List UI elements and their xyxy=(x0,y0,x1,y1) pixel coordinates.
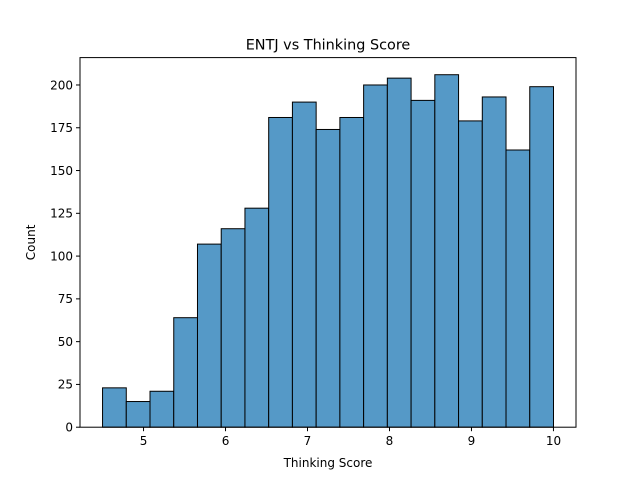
x-tick-label: 10 xyxy=(546,434,561,448)
histogram-bar xyxy=(481,96,507,428)
x-axis-label: Thinking Score xyxy=(283,456,373,470)
plot-frame xyxy=(79,57,577,428)
histogram-bar xyxy=(244,207,270,428)
histogram-bar xyxy=(434,74,460,428)
histogram-bar xyxy=(386,77,412,428)
histogram-bar xyxy=(173,317,198,428)
x-tick-label: 6 xyxy=(222,434,230,448)
bars-group xyxy=(102,74,554,428)
x-tick-label: 9 xyxy=(468,434,476,448)
histogram-bar xyxy=(410,99,436,428)
histogram-bar xyxy=(268,116,293,428)
histogram-bar xyxy=(505,149,531,428)
y-tick-label: 175 xyxy=(50,121,73,135)
histogram-bar xyxy=(339,116,365,428)
histogram-bar xyxy=(125,401,151,428)
histogram-bar xyxy=(102,387,127,428)
y-tick-label: 0 xyxy=(65,421,73,435)
y-axis-label: Count xyxy=(24,224,38,260)
chart-title: ENTJ vs Thinking Score xyxy=(246,38,411,54)
x-tick-label: 7 xyxy=(304,434,312,448)
histogram-bar xyxy=(149,390,175,428)
y-tick-label: 75 xyxy=(58,292,73,306)
histogram-bar xyxy=(529,86,554,428)
histogram-bar xyxy=(220,228,246,428)
x-tick-label: 5 xyxy=(140,434,148,448)
y-tick-label: 50 xyxy=(58,335,73,349)
x-tick-label: 8 xyxy=(386,434,394,448)
histogram-bar xyxy=(315,128,341,428)
y-tick-label: 100 xyxy=(50,249,73,263)
histogram-bar xyxy=(196,243,222,428)
y-tick-label: 125 xyxy=(50,207,73,221)
histogram-bar xyxy=(458,120,483,428)
histogram-bar xyxy=(291,101,317,428)
x-axis: 5 6 7 8 9 10 xyxy=(140,427,561,448)
y-axis: 0 25 50 75 100 125 150 175 200 xyxy=(50,78,80,435)
histogram-bar xyxy=(363,84,388,428)
y-tick-label: 25 xyxy=(58,378,73,392)
y-tick-label: 150 xyxy=(50,164,73,178)
y-tick-label: 200 xyxy=(50,78,73,92)
